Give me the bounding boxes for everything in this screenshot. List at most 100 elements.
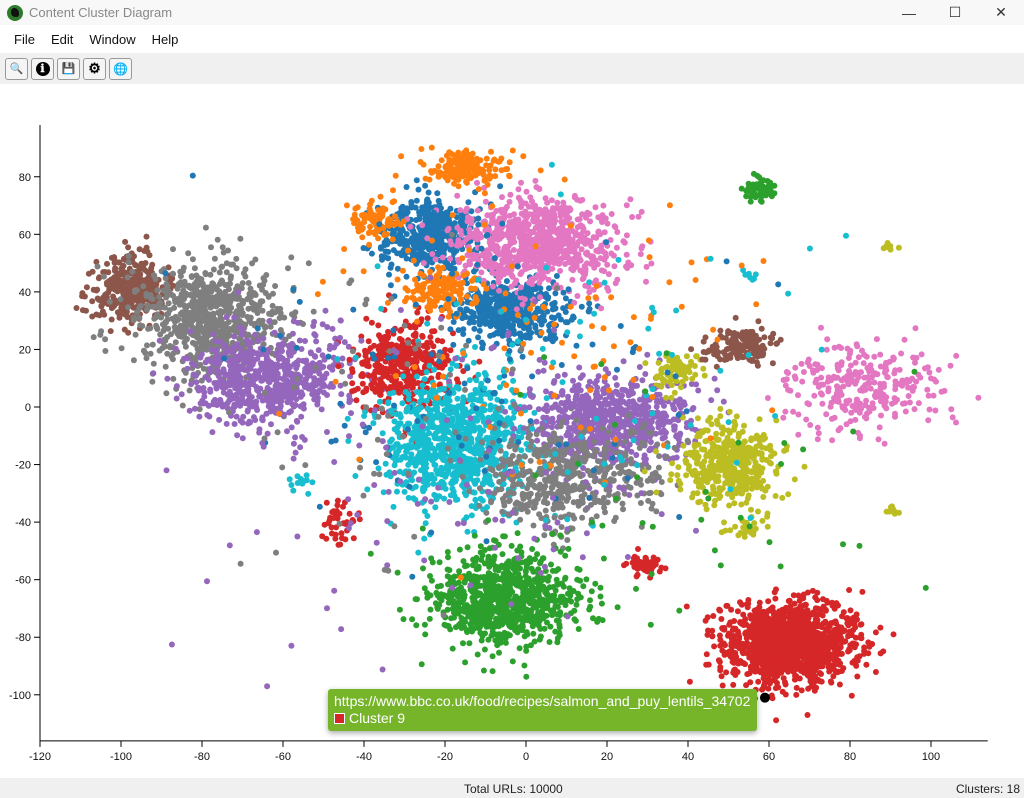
data-point-cluster-6[interactable] xyxy=(469,317,476,324)
cluster-scatter-plot[interactable]: -120 -100 -80 -60 -40 -20 0 20 40 60 80 100-100-80-… xyxy=(0,84,1024,778)
data-point-cluster-2[interactable] xyxy=(234,341,241,348)
data-point-cluster-1[interactable] xyxy=(277,327,284,333)
menu-help[interactable]: Help xyxy=(151,31,179,47)
data-point-cluster-5[interactable] xyxy=(387,264,394,271)
data-point-cluster-7[interactable] xyxy=(638,208,645,215)
data-point-cluster-1[interactable] xyxy=(269,302,276,309)
data-point-cluster-1[interactable] xyxy=(152,276,159,282)
data-point-cluster-3[interactable] xyxy=(364,362,371,369)
data-point-cluster-6[interactable] xyxy=(557,316,564,323)
data-point-cluster-8[interactable] xyxy=(435,173,442,180)
data-point-cluster-2[interactable] xyxy=(256,426,263,433)
data-point-cluster-8[interactable] xyxy=(502,166,509,173)
data-point-cluster-0[interactable] xyxy=(129,293,136,300)
data-point-cluster-8[interactable] xyxy=(428,168,435,175)
data-point-cluster-4[interactable] xyxy=(434,404,441,411)
data-point-cluster-1[interactable] xyxy=(158,314,165,321)
data-point-cluster-0[interactable] xyxy=(136,246,143,253)
data-point-cluster-8[interactable] xyxy=(447,165,454,172)
data-point-cluster-7[interactable] xyxy=(407,223,414,230)
data-point-cluster-1[interactable] xyxy=(166,307,173,314)
data-point-cluster-0[interactable] xyxy=(110,293,117,300)
data-point-cluster-8[interactable] xyxy=(438,157,445,164)
data-point-cluster-2[interactable] xyxy=(209,429,216,436)
data-point-cluster-4[interactable] xyxy=(470,359,477,366)
data-point-cluster-1[interactable] xyxy=(131,289,138,295)
data-point-cluster-1[interactable] xyxy=(191,265,198,272)
data-point-cluster-6[interactable] xyxy=(488,307,495,314)
data-point-cluster-3[interactable] xyxy=(409,384,416,391)
data-point-cluster-5[interactable] xyxy=(403,184,410,190)
data-point-cluster-7[interactable] xyxy=(583,250,589,257)
data-point-cluster-2[interactable] xyxy=(204,412,211,418)
data-point-cluster-4[interactable] xyxy=(478,413,485,420)
data-point-cluster-3[interactable] xyxy=(346,356,353,363)
data-point-cluster-7[interactable] xyxy=(506,234,513,241)
data-point-cluster-4[interactable] xyxy=(518,447,525,454)
data-point-cluster-3[interactable] xyxy=(419,332,426,339)
data-point-cluster-1[interactable] xyxy=(210,266,217,273)
data-point-cluster-1[interactable] xyxy=(129,268,136,275)
data-point-cluster-2[interactable] xyxy=(271,329,278,336)
data-point-cluster-7[interactable] xyxy=(623,202,630,209)
data-point-cluster-1[interactable] xyxy=(183,292,190,298)
data-point-cluster-7[interactable] xyxy=(532,177,539,184)
data-point-cluster-5[interactable] xyxy=(413,197,420,204)
data-point-cluster-4[interactable] xyxy=(471,489,478,496)
data-point-cluster-7[interactable] xyxy=(565,231,571,238)
data-point-cluster-7[interactable] xyxy=(465,234,472,241)
data-point-cluster-2[interactable] xyxy=(266,379,273,386)
points-layer[interactable] xyxy=(73,144,982,724)
data-point-cluster-2[interactable] xyxy=(273,380,280,387)
data-point-cluster-2[interactable] xyxy=(298,413,305,420)
data-point-cluster-1[interactable] xyxy=(216,281,223,287)
data-point-cluster-4[interactable] xyxy=(434,425,441,431)
data-point-cluster-2[interactable] xyxy=(284,357,291,364)
data-point-cluster-2[interactable] xyxy=(312,353,319,360)
data-point-cluster-9[interactable] xyxy=(367,201,374,208)
data-point-cluster-7[interactable] xyxy=(474,252,480,259)
data-point-cluster-2[interactable] xyxy=(319,321,326,328)
data-point-cluster-5[interactable] xyxy=(430,222,437,228)
save-button[interactable]: 💾 xyxy=(57,57,80,80)
data-point-cluster-9[interactable] xyxy=(389,236,396,243)
data-point-cluster-6[interactable] xyxy=(517,330,524,337)
data-point-cluster-1[interactable] xyxy=(245,280,252,286)
data-point-cluster-7[interactable] xyxy=(548,197,555,204)
data-point-cluster-7[interactable] xyxy=(499,230,506,237)
data-point-cluster-7[interactable] xyxy=(637,251,644,258)
data-point-cluster-6[interactable] xyxy=(578,303,585,310)
data-point-cluster-4[interactable] xyxy=(446,440,453,446)
data-point-cluster-1[interactable] xyxy=(167,344,173,351)
data-point-cluster-7[interactable] xyxy=(515,186,522,193)
data-point-cluster-1[interactable] xyxy=(168,353,175,360)
data-point-cluster-3[interactable] xyxy=(362,353,369,359)
data-point-cluster-7[interactable] xyxy=(555,205,562,212)
data-point-cluster-1[interactable] xyxy=(185,250,192,257)
data-point-cluster-7[interactable] xyxy=(591,264,598,271)
data-point-cluster-7[interactable] xyxy=(522,200,529,207)
data-point-cluster-1[interactable] xyxy=(162,363,169,370)
data-point-cluster-2[interactable] xyxy=(300,380,307,387)
data-point-cluster-4[interactable] xyxy=(405,461,412,468)
data-point-cluster-7[interactable] xyxy=(484,212,491,219)
data-point-cluster-6[interactable] xyxy=(548,314,555,321)
data-point-cluster-8[interactable] xyxy=(455,183,462,190)
data-point-cluster-4[interactable] xyxy=(447,366,454,373)
data-point-cluster-7[interactable] xyxy=(552,247,559,254)
data-point-cluster-5[interactable] xyxy=(397,240,404,247)
data-point-cluster-2[interactable] xyxy=(222,349,229,356)
data-point-cluster-2[interactable] xyxy=(313,338,320,345)
data-point-cluster-5[interactable] xyxy=(425,229,432,235)
data-point-cluster-7[interactable] xyxy=(550,237,557,244)
data-point-cluster-2[interactable] xyxy=(187,328,194,335)
data-point-cluster-0[interactable] xyxy=(96,312,103,319)
data-point-cluster-5[interactable] xyxy=(435,217,442,224)
data-point-cluster-1[interactable] xyxy=(227,293,234,300)
data-point-cluster-1[interactable] xyxy=(144,302,151,309)
data-point-cluster-1[interactable] xyxy=(211,255,218,262)
data-point-cluster-7[interactable] xyxy=(608,211,615,217)
data-point-cluster-2[interactable] xyxy=(266,318,273,325)
data-point-cluster-6[interactable] xyxy=(479,345,486,352)
data-point-cluster-5[interactable] xyxy=(419,206,426,213)
